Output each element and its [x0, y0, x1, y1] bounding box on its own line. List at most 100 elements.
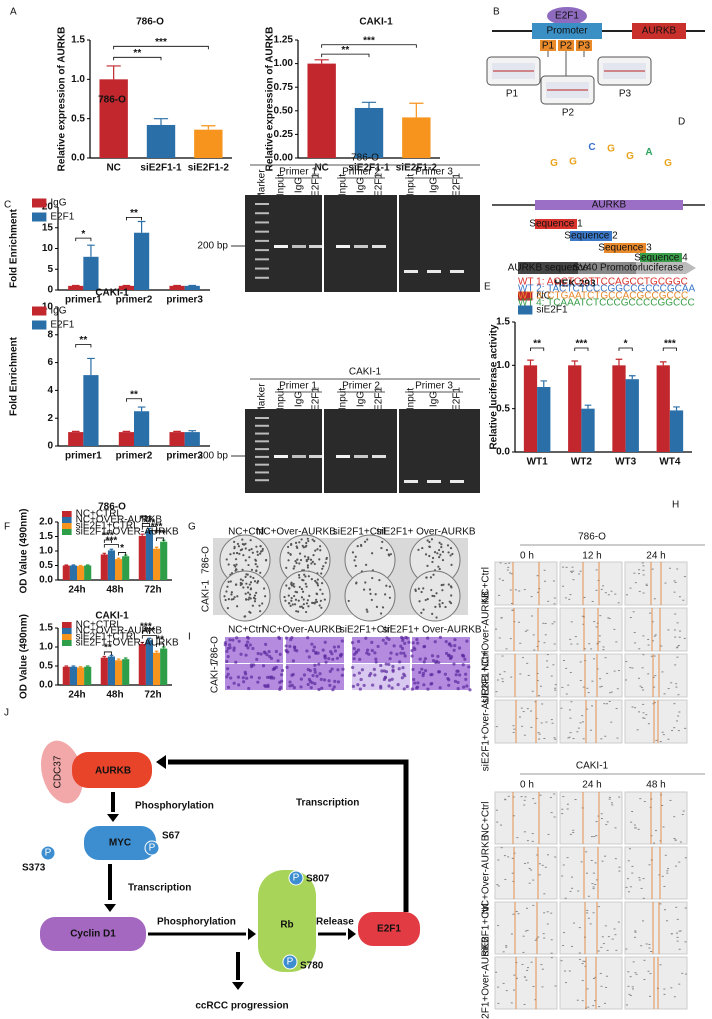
cell — [676, 918, 679, 920]
cell — [597, 906, 600, 908]
cell — [546, 911, 549, 913]
x-tick-label: 24h — [68, 690, 85, 701]
cell — [598, 635, 601, 637]
error-bar — [140, 533, 145, 536]
well — [344, 570, 396, 622]
construct-label: P3 — [619, 89, 632, 100]
cell — [676, 622, 679, 624]
cell — [546, 654, 549, 656]
cell — [565, 667, 568, 669]
phospho-label: P — [287, 957, 294, 968]
cell — [509, 589, 512, 591]
cell — [438, 635, 442, 639]
cell — [236, 675, 241, 679]
dna-band — [336, 245, 350, 248]
colony — [250, 568, 254, 571]
cell — [588, 643, 591, 645]
cell — [503, 855, 506, 857]
cell — [244, 653, 248, 657]
cell — [358, 657, 362, 661]
cell — [373, 673, 377, 677]
bar — [146, 124, 176, 158]
well — [219, 570, 271, 622]
ladder-band — [255, 230, 269, 233]
colony — [304, 575, 307, 578]
colony — [319, 549, 322, 552]
cell — [522, 951, 525, 953]
cell — [310, 642, 314, 646]
error-bar — [122, 430, 131, 433]
cell — [683, 637, 686, 639]
cell — [237, 683, 241, 687]
significance-bracket — [75, 237, 92, 242]
colony — [431, 556, 435, 560]
bar — [153, 652, 161, 685]
legend-swatch — [62, 529, 72, 535]
cell — [569, 732, 572, 734]
cell — [504, 563, 507, 565]
bar — [83, 375, 99, 446]
cell — [565, 982, 568, 984]
cell — [676, 720, 679, 722]
node-label: Rb — [280, 920, 293, 931]
error-bar — [201, 125, 216, 130]
cell — [225, 667, 230, 671]
cell — [543, 569, 546, 571]
promoter-label: Promoter — [546, 26, 588, 37]
colony — [230, 591, 233, 594]
cell — [586, 687, 589, 689]
cell — [320, 686, 324, 690]
colony — [299, 605, 302, 608]
cell — [426, 636, 430, 640]
cell — [333, 649, 338, 653]
construct-luc — [636, 262, 696, 274]
cell — [610, 802, 613, 804]
cell — [675, 906, 678, 908]
cell — [568, 970, 571, 972]
panel-label: H — [672, 500, 679, 511]
cell — [552, 580, 555, 582]
cell — [546, 660, 549, 662]
colony — [297, 610, 300, 613]
cell — [562, 864, 565, 866]
cell — [234, 660, 238, 664]
cell — [563, 932, 566, 934]
cell — [593, 621, 596, 623]
y-tick-label: 20 — [42, 202, 54, 213]
cell — [399, 644, 403, 648]
cell — [617, 670, 620, 672]
cell — [579, 661, 582, 663]
colony — [234, 565, 237, 568]
cell — [274, 665, 279, 669]
cell — [554, 684, 557, 686]
colony — [314, 549, 317, 552]
colony — [420, 611, 423, 614]
colony — [259, 552, 262, 555]
cell — [584, 965, 587, 967]
colony — [438, 567, 441, 571]
cell — [648, 943, 651, 945]
cell — [625, 1004, 628, 1006]
error-bar — [116, 557, 121, 560]
cell — [458, 673, 462, 677]
cell — [516, 977, 519, 979]
colony — [256, 581, 259, 584]
cell — [666, 872, 669, 874]
bar — [194, 129, 223, 158]
cell — [653, 655, 656, 657]
bar — [69, 666, 77, 685]
cell — [561, 813, 564, 815]
cell — [665, 920, 668, 922]
edge-label: Transcription — [128, 883, 191, 894]
cell — [592, 888, 595, 890]
cell — [566, 808, 569, 810]
error-bar — [540, 380, 548, 387]
panel-label: G — [188, 522, 196, 533]
cell — [384, 670, 389, 674]
sequence-label: Sequence 2 — [564, 231, 618, 242]
colony — [253, 580, 257, 583]
phospho-site — [288, 870, 304, 886]
colony — [315, 600, 319, 604]
cell — [516, 837, 519, 839]
cell — [333, 679, 337, 683]
